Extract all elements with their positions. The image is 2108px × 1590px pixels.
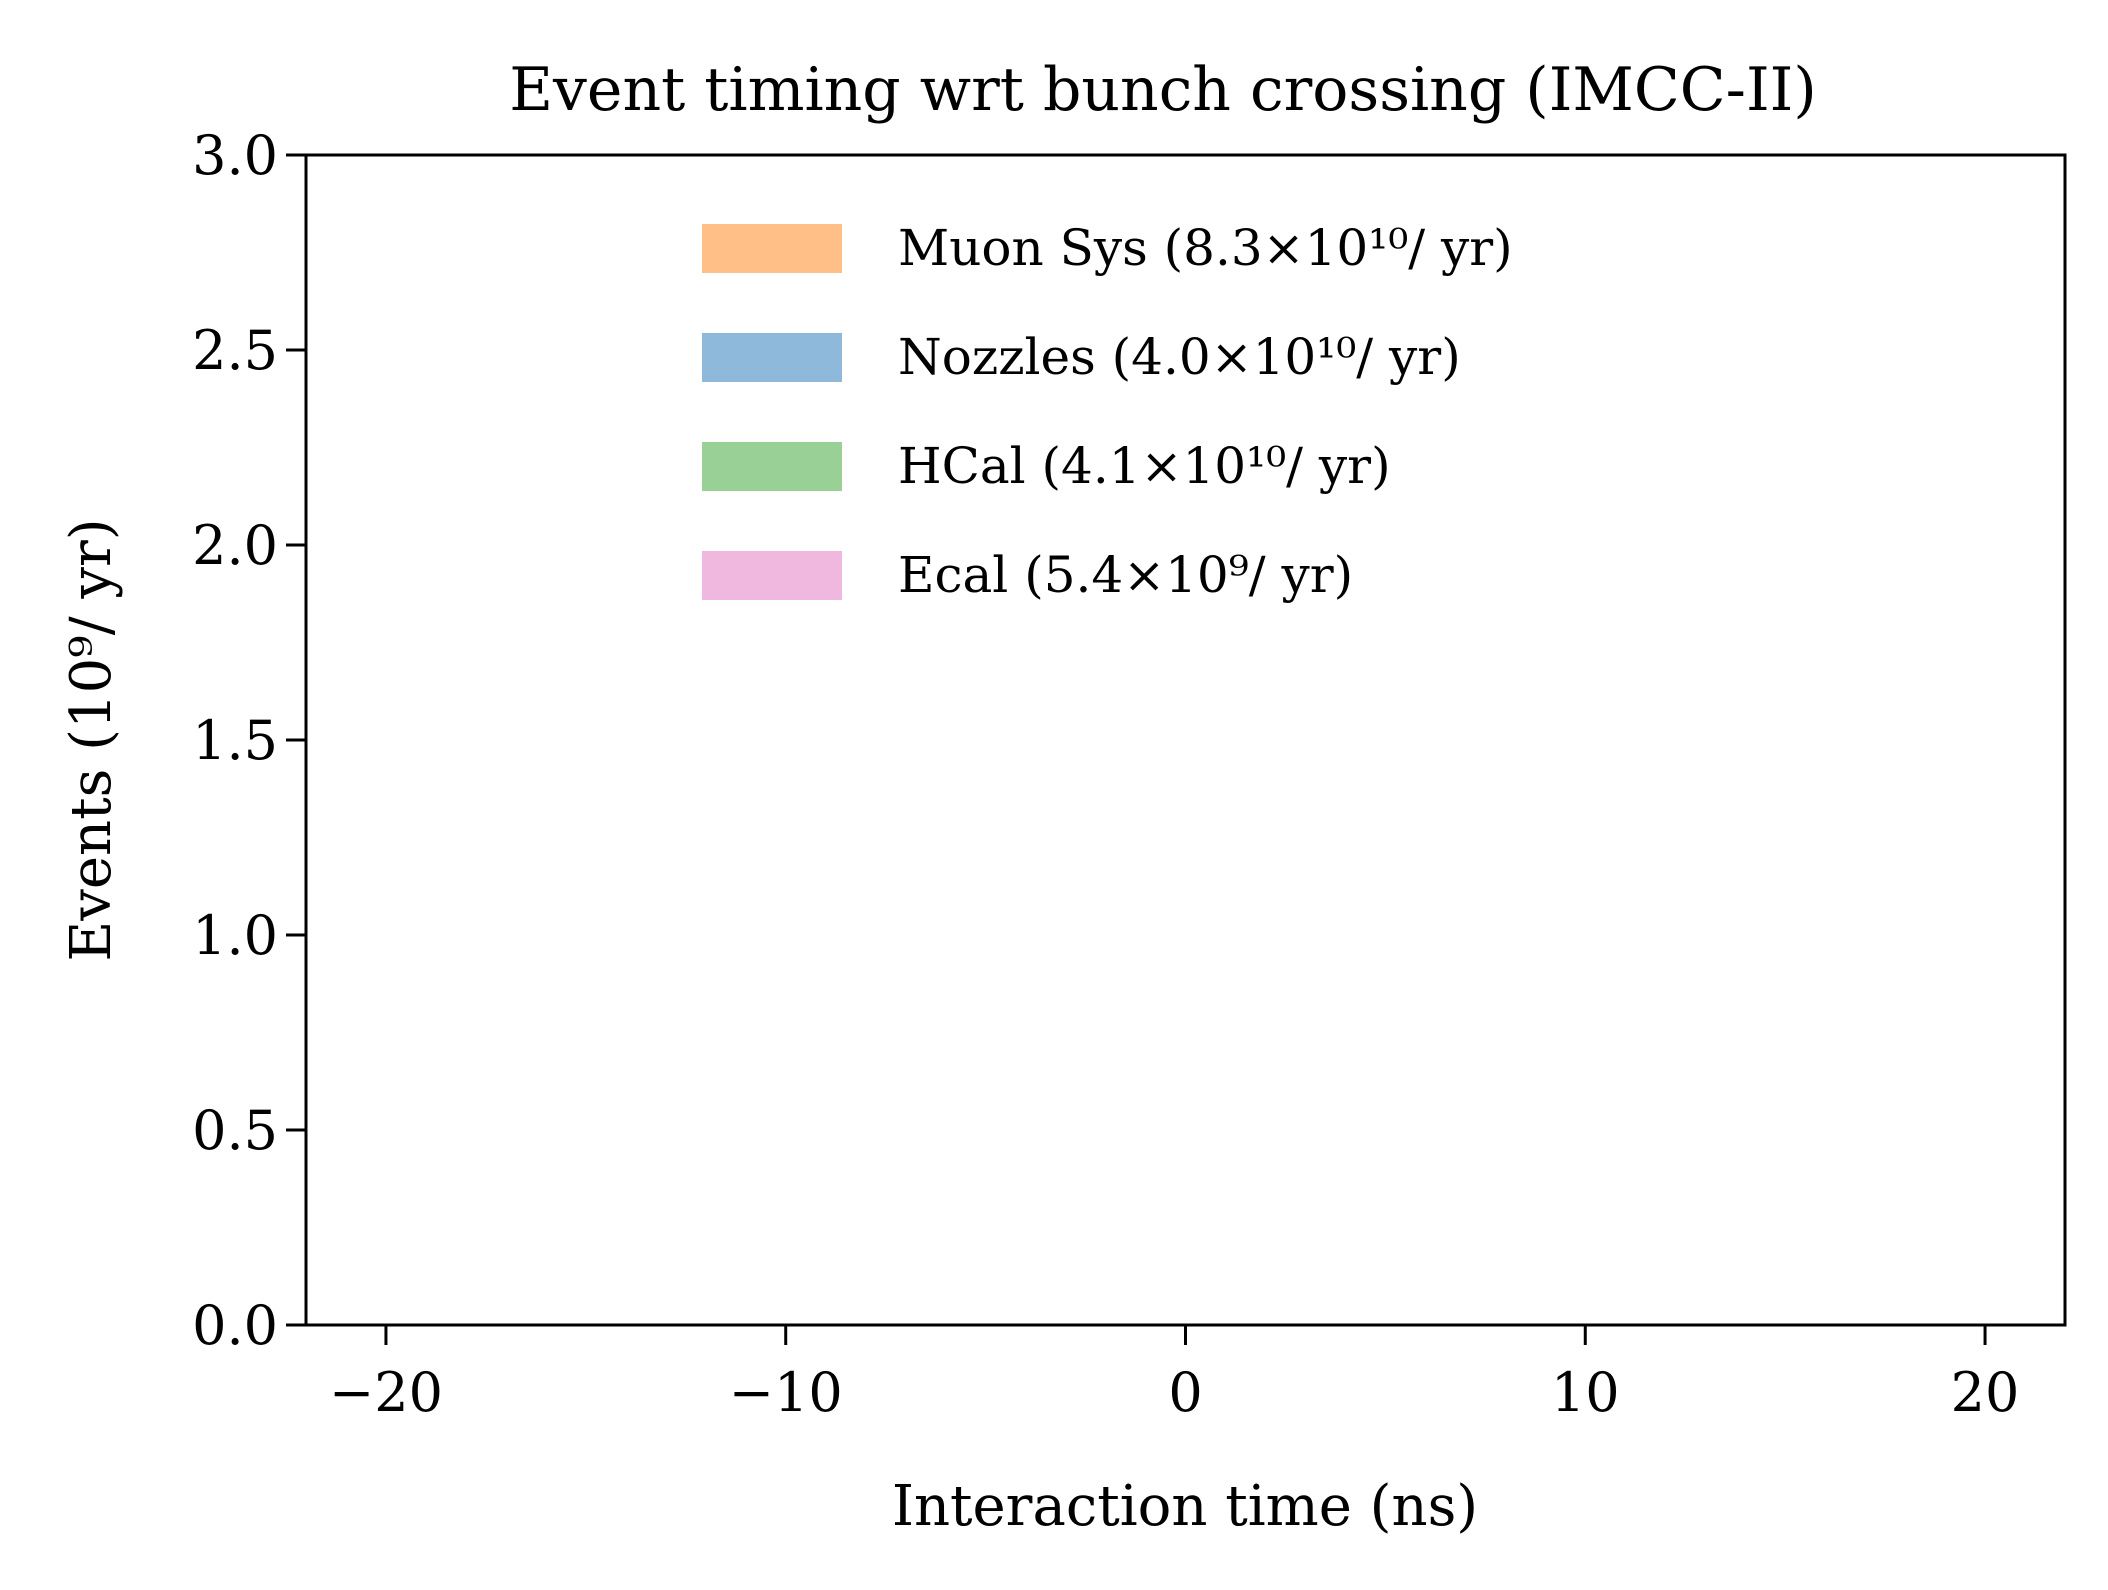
legend-entry-label: Nozzles (4.0×10¹⁰/ yr): [898, 328, 1461, 386]
legend: Muon Sys (8.3×10¹⁰/ yr) Nozzles (4.0×10¹⁰…: [702, 219, 1513, 604]
legend-swatch: [702, 442, 842, 491]
legend-swatch: [702, 333, 842, 382]
legend-swatch: [702, 551, 842, 600]
legend-swatch: [702, 224, 842, 273]
x-tick-label: −10: [729, 1361, 843, 1424]
y-tick-label: 2.5: [192, 319, 278, 382]
y-tick-label: 3.0: [192, 124, 278, 187]
x-axis-label: Interaction time (ns): [892, 1474, 1478, 1539]
y-tick-label: 0.0: [192, 1294, 278, 1357]
y-tick-label: 2.0: [192, 514, 278, 577]
x-tick-label: −20: [329, 1361, 443, 1424]
y-tick-label: 1.0: [192, 904, 278, 967]
x-axis-ticks: −20 −10 0 10 20: [329, 1325, 2019, 1424]
y-tick-label: 1.5: [192, 709, 278, 772]
y-axis-ticks: 0.0 0.5 1.0 1.5 2.0 2.5 3.0: [192, 124, 306, 1357]
x-tick-label: 0: [1168, 1361, 1202, 1424]
x-tick-label: 10: [1551, 1361, 1620, 1424]
legend-entry-label: HCal (4.1×10¹⁰/ yr): [898, 437, 1391, 495]
x-tick-label: 20: [1951, 1361, 2020, 1424]
legend-entry-label: Muon Sys (8.3×10¹⁰/ yr): [898, 219, 1513, 277]
legend-entry-label: Ecal (5.4×10⁹/ yr): [898, 546, 1353, 604]
chart-title: Event timing wrt bunch crossing (IMCC-II…: [509, 55, 1817, 125]
y-axis-label: Events (10⁹/ yr): [59, 518, 124, 961]
y-tick-label: 0.5: [192, 1099, 278, 1162]
